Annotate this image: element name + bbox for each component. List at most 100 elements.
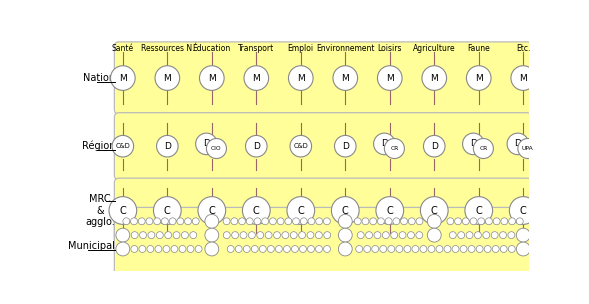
- Ellipse shape: [462, 133, 484, 155]
- Ellipse shape: [289, 66, 313, 90]
- Circle shape: [508, 246, 515, 252]
- Text: D: D: [253, 142, 260, 151]
- Circle shape: [227, 246, 234, 252]
- Circle shape: [492, 246, 499, 252]
- Circle shape: [404, 246, 411, 252]
- Text: M: M: [386, 74, 393, 83]
- Circle shape: [285, 218, 292, 225]
- Text: D: D: [431, 142, 438, 151]
- Circle shape: [161, 218, 168, 225]
- Circle shape: [323, 218, 330, 225]
- Circle shape: [324, 232, 330, 239]
- Circle shape: [385, 218, 392, 225]
- Ellipse shape: [474, 139, 494, 158]
- Circle shape: [449, 232, 456, 239]
- Circle shape: [276, 246, 282, 252]
- Circle shape: [140, 232, 147, 239]
- Ellipse shape: [244, 66, 269, 90]
- Circle shape: [282, 232, 289, 239]
- Ellipse shape: [333, 66, 358, 90]
- Text: C&D: C&D: [293, 143, 308, 149]
- Circle shape: [254, 218, 261, 225]
- Ellipse shape: [466, 66, 491, 90]
- Text: C: C: [342, 206, 349, 216]
- Circle shape: [475, 232, 481, 239]
- Circle shape: [388, 246, 395, 252]
- Circle shape: [262, 218, 269, 225]
- Circle shape: [500, 246, 507, 252]
- Ellipse shape: [373, 133, 395, 155]
- Text: Transport: Transport: [238, 44, 274, 53]
- Circle shape: [364, 246, 370, 252]
- Circle shape: [338, 214, 352, 228]
- Ellipse shape: [465, 197, 492, 224]
- Circle shape: [308, 218, 315, 225]
- Text: D: D: [381, 140, 388, 148]
- Circle shape: [408, 232, 415, 239]
- Circle shape: [370, 218, 376, 225]
- Text: M: M: [297, 74, 305, 83]
- Circle shape: [508, 232, 515, 239]
- Circle shape: [184, 218, 191, 225]
- Circle shape: [265, 232, 272, 239]
- Circle shape: [499, 232, 507, 239]
- Circle shape: [239, 218, 246, 225]
- Circle shape: [190, 232, 197, 239]
- Circle shape: [420, 246, 427, 252]
- Circle shape: [466, 232, 473, 239]
- Circle shape: [358, 232, 364, 239]
- Circle shape: [428, 228, 441, 242]
- Circle shape: [173, 232, 180, 239]
- FancyBboxPatch shape: [114, 42, 532, 114]
- Circle shape: [460, 246, 467, 252]
- Circle shape: [362, 218, 369, 225]
- Circle shape: [517, 218, 523, 225]
- Circle shape: [138, 218, 145, 225]
- Circle shape: [243, 246, 250, 252]
- Text: C: C: [120, 206, 126, 216]
- Circle shape: [163, 246, 170, 252]
- Circle shape: [240, 232, 247, 239]
- Circle shape: [139, 246, 146, 252]
- Circle shape: [293, 218, 299, 225]
- Ellipse shape: [111, 66, 135, 90]
- Circle shape: [468, 246, 475, 252]
- Circle shape: [146, 218, 153, 225]
- Circle shape: [273, 232, 280, 239]
- Circle shape: [307, 232, 314, 239]
- Ellipse shape: [509, 197, 537, 224]
- Circle shape: [155, 246, 162, 252]
- Circle shape: [300, 218, 307, 225]
- Ellipse shape: [421, 197, 448, 224]
- Circle shape: [478, 218, 485, 225]
- Circle shape: [491, 232, 498, 239]
- Circle shape: [177, 218, 184, 225]
- Circle shape: [179, 246, 186, 252]
- Circle shape: [462, 218, 469, 225]
- Ellipse shape: [243, 197, 270, 224]
- Circle shape: [181, 232, 188, 239]
- Text: Municipal: Municipal: [68, 241, 115, 251]
- Text: Etc.: Etc.: [516, 44, 531, 53]
- Ellipse shape: [155, 66, 180, 90]
- Ellipse shape: [246, 135, 267, 157]
- Circle shape: [231, 232, 239, 239]
- Circle shape: [428, 246, 435, 252]
- Text: Santé: Santé: [112, 44, 134, 53]
- Ellipse shape: [507, 133, 529, 155]
- Circle shape: [252, 246, 258, 252]
- Circle shape: [399, 232, 406, 239]
- Circle shape: [416, 218, 423, 225]
- Circle shape: [131, 232, 138, 239]
- Circle shape: [154, 218, 161, 225]
- Circle shape: [355, 218, 361, 225]
- Circle shape: [269, 218, 276, 225]
- Circle shape: [436, 246, 443, 252]
- Circle shape: [205, 228, 219, 242]
- Circle shape: [131, 246, 138, 252]
- Text: M: M: [253, 74, 260, 83]
- Circle shape: [452, 246, 459, 252]
- Circle shape: [292, 246, 299, 252]
- Text: Loisirs: Loisirs: [378, 44, 402, 53]
- Circle shape: [116, 228, 130, 242]
